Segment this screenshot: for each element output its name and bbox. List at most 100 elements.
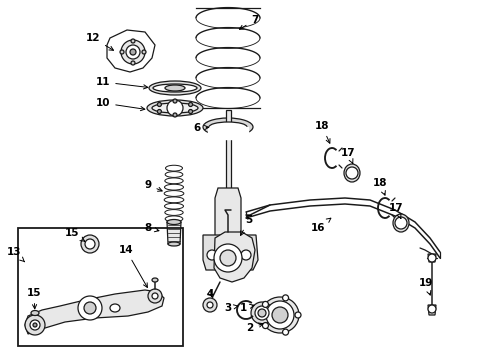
Bar bbox=[18, 228, 183, 346]
Circle shape bbox=[295, 312, 301, 318]
Text: 1: 1 bbox=[240, 303, 254, 313]
Polygon shape bbox=[214, 232, 255, 282]
Circle shape bbox=[428, 254, 436, 262]
Polygon shape bbox=[203, 235, 258, 270]
Polygon shape bbox=[25, 290, 164, 334]
Ellipse shape bbox=[152, 103, 198, 113]
Ellipse shape bbox=[203, 118, 253, 136]
Ellipse shape bbox=[110, 304, 120, 312]
Circle shape bbox=[121, 40, 145, 64]
Text: 8: 8 bbox=[145, 223, 159, 233]
Circle shape bbox=[207, 250, 217, 260]
Ellipse shape bbox=[165, 216, 183, 222]
Circle shape bbox=[207, 302, 213, 308]
Circle shape bbox=[81, 235, 99, 253]
Circle shape bbox=[152, 293, 158, 299]
Text: 11: 11 bbox=[96, 77, 148, 89]
Text: 13: 13 bbox=[7, 247, 24, 262]
Ellipse shape bbox=[149, 81, 201, 95]
Ellipse shape bbox=[251, 302, 273, 324]
Circle shape bbox=[220, 250, 236, 266]
Circle shape bbox=[266, 301, 294, 329]
Circle shape bbox=[203, 298, 217, 312]
Bar bbox=[208, 127, 248, 139]
Circle shape bbox=[85, 239, 95, 249]
Circle shape bbox=[30, 320, 40, 330]
Circle shape bbox=[395, 217, 407, 229]
Polygon shape bbox=[215, 188, 241, 250]
Circle shape bbox=[84, 302, 96, 314]
Circle shape bbox=[173, 99, 177, 103]
Circle shape bbox=[263, 323, 269, 329]
Text: 19: 19 bbox=[419, 278, 433, 295]
Text: 2: 2 bbox=[246, 323, 263, 333]
Ellipse shape bbox=[164, 190, 184, 197]
Ellipse shape bbox=[152, 278, 158, 282]
Circle shape bbox=[346, 167, 358, 179]
Circle shape bbox=[189, 109, 193, 113]
Ellipse shape bbox=[165, 210, 183, 215]
Circle shape bbox=[120, 50, 124, 54]
Polygon shape bbox=[225, 110, 230, 195]
Polygon shape bbox=[428, 254, 436, 262]
Ellipse shape bbox=[164, 197, 184, 203]
Text: 7: 7 bbox=[240, 15, 259, 29]
Circle shape bbox=[142, 50, 146, 54]
Ellipse shape bbox=[165, 172, 183, 177]
Text: 17: 17 bbox=[341, 148, 355, 163]
Circle shape bbox=[157, 103, 161, 107]
Polygon shape bbox=[428, 305, 436, 315]
Text: 17: 17 bbox=[389, 203, 403, 219]
Circle shape bbox=[283, 295, 289, 301]
Polygon shape bbox=[167, 222, 181, 244]
Circle shape bbox=[131, 39, 135, 43]
Circle shape bbox=[272, 307, 288, 323]
Ellipse shape bbox=[165, 184, 183, 190]
Ellipse shape bbox=[258, 309, 266, 317]
Ellipse shape bbox=[147, 100, 203, 116]
Circle shape bbox=[148, 289, 162, 303]
Ellipse shape bbox=[209, 122, 247, 132]
Text: 18: 18 bbox=[373, 178, 387, 195]
Ellipse shape bbox=[168, 242, 180, 246]
Circle shape bbox=[33, 323, 37, 327]
Ellipse shape bbox=[255, 306, 269, 320]
Ellipse shape bbox=[165, 178, 183, 184]
Circle shape bbox=[214, 244, 242, 272]
Circle shape bbox=[130, 49, 136, 55]
Ellipse shape bbox=[31, 310, 39, 315]
Circle shape bbox=[173, 113, 177, 117]
Circle shape bbox=[241, 250, 251, 260]
Circle shape bbox=[25, 315, 45, 335]
Text: 12: 12 bbox=[86, 33, 114, 50]
Circle shape bbox=[167, 100, 183, 116]
Ellipse shape bbox=[153, 84, 197, 92]
Polygon shape bbox=[107, 30, 155, 72]
Text: 9: 9 bbox=[145, 180, 162, 191]
Text: 3: 3 bbox=[224, 303, 238, 313]
Text: 10: 10 bbox=[96, 98, 145, 111]
Text: 15: 15 bbox=[27, 288, 41, 309]
Ellipse shape bbox=[165, 85, 185, 91]
Circle shape bbox=[126, 45, 140, 59]
Ellipse shape bbox=[393, 214, 409, 232]
Ellipse shape bbox=[344, 164, 360, 182]
Circle shape bbox=[131, 61, 135, 65]
Ellipse shape bbox=[167, 220, 181, 225]
Text: 16: 16 bbox=[311, 218, 331, 233]
Text: 5: 5 bbox=[241, 215, 253, 235]
Text: 4: 4 bbox=[206, 289, 214, 299]
Ellipse shape bbox=[166, 165, 182, 171]
Circle shape bbox=[263, 301, 269, 307]
Circle shape bbox=[78, 296, 102, 320]
Text: 15: 15 bbox=[65, 228, 85, 241]
Circle shape bbox=[428, 305, 436, 313]
Ellipse shape bbox=[261, 297, 299, 333]
Text: 14: 14 bbox=[119, 245, 147, 287]
Text: 6: 6 bbox=[194, 123, 209, 133]
Circle shape bbox=[157, 109, 161, 113]
Circle shape bbox=[283, 329, 289, 335]
Text: 18: 18 bbox=[315, 121, 330, 143]
Circle shape bbox=[189, 103, 193, 107]
Ellipse shape bbox=[165, 203, 183, 209]
